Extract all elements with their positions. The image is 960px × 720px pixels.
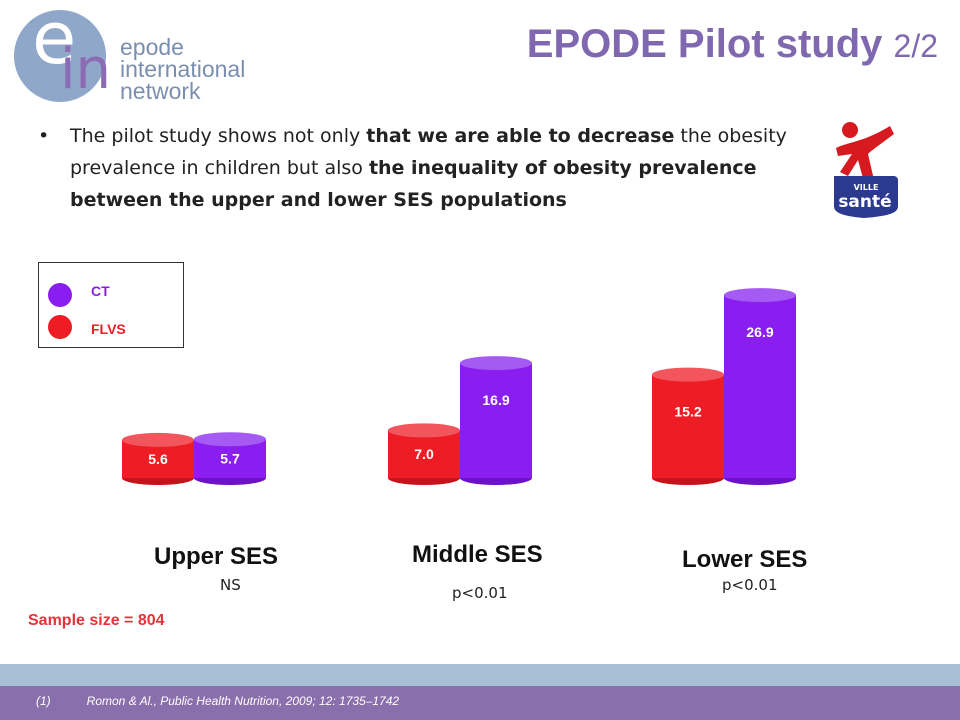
sante-bottom-text: santé — [838, 192, 891, 212]
bullet-dot: • — [38, 125, 50, 147]
logo-line-2: international — [120, 56, 246, 82]
data-label-flvs-upper-ses: 5.6 — [148, 451, 168, 467]
reference-text: Romon & Al., Public Health Nutrition, 20… — [86, 694, 400, 708]
bullet-bold-1: that we are able to decrease — [366, 125, 675, 147]
data-label-ct-upper-ses: 5.7 — [220, 451, 240, 467]
bar-ct-lower-ses — [724, 295, 796, 478]
group-label-middle: Middle SES — [412, 541, 543, 568]
logo-line-1: epode — [120, 34, 184, 60]
sante-top-text: VILLE — [854, 183, 879, 192]
bar-flvs-middle-ses — [388, 430, 460, 478]
legend-label-ct: CT — [91, 283, 110, 299]
bar-top-flvs-lower-ses — [652, 367, 724, 382]
title-main: EPODE Pilot study — [526, 22, 883, 66]
significance-middle: p<0.01 — [452, 584, 508, 602]
bar-top-ct-lower-ses — [724, 288, 796, 303]
significance-lower: p<0.01 — [722, 576, 778, 594]
ville-sante-logo: VILLE santé — [828, 120, 900, 220]
page-title: EPODE Pilot study 2/2 — [527, 22, 938, 67]
data-label-ct-lower-ses: 26.9 — [746, 324, 773, 340]
footer-band-dark — [0, 686, 960, 720]
legend-swatch-ct — [48, 283, 72, 307]
data-label-flvs-lower-ses: 15.2 — [674, 404, 701, 420]
group-label-upper: Upper SES — [154, 543, 279, 570]
reference-number: (1) — [36, 694, 51, 708]
logo-circle — [14, 10, 106, 102]
bar-top-flvs-middle-ses — [388, 423, 460, 438]
data-label-flvs-middle-ses: 7.0 — [414, 446, 434, 462]
bar-top-ct-middle-ses — [460, 356, 532, 371]
data-label-ct-middle-ses: 16.9 — [482, 392, 509, 408]
footer-band-light — [0, 664, 960, 686]
logo-letter-e: e — [32, 0, 77, 80]
bullet-point: • The pilot study shows not only that we… — [38, 120, 798, 216]
person-icon: VILLE santé — [834, 122, 898, 218]
title-sub: 2/2 — [893, 28, 938, 64]
bar-ct-middle-ses — [460, 363, 532, 478]
bullet-bold-2: the inequality of obesity prevalence bet… — [70, 157, 757, 211]
bar-top-ct-upper-ses — [194, 432, 266, 447]
bullet-part-2: the obesity prevalence in children but a… — [70, 125, 787, 179]
legend-swatch-flvs — [48, 315, 72, 339]
reference: (1) Romon & Al., Public Health Nutrition,… — [36, 694, 399, 708]
epode-logo: e in epode international network — [12, 2, 262, 110]
chart-legend: CT FLVS — [38, 262, 184, 348]
logo-line-3: network — [120, 78, 201, 104]
bullet-text: The pilot study shows not only that we a… — [70, 120, 798, 216]
bar-top-flvs-upper-ses — [122, 432, 194, 447]
bullet-part-1: The pilot study shows not only — [70, 125, 367, 147]
group-label-lower: Lower SES — [682, 546, 808, 573]
sample-size: Sample size = 804 — [28, 612, 165, 629]
significance-upper: NS — [220, 576, 241, 594]
logo-wordmark: epode international network — [120, 34, 246, 104]
bar-flvs-lower-ses — [652, 374, 724, 478]
legend-label-flvs: FLVS — [91, 321, 126, 337]
logo-letters-in: in — [60, 37, 112, 102]
